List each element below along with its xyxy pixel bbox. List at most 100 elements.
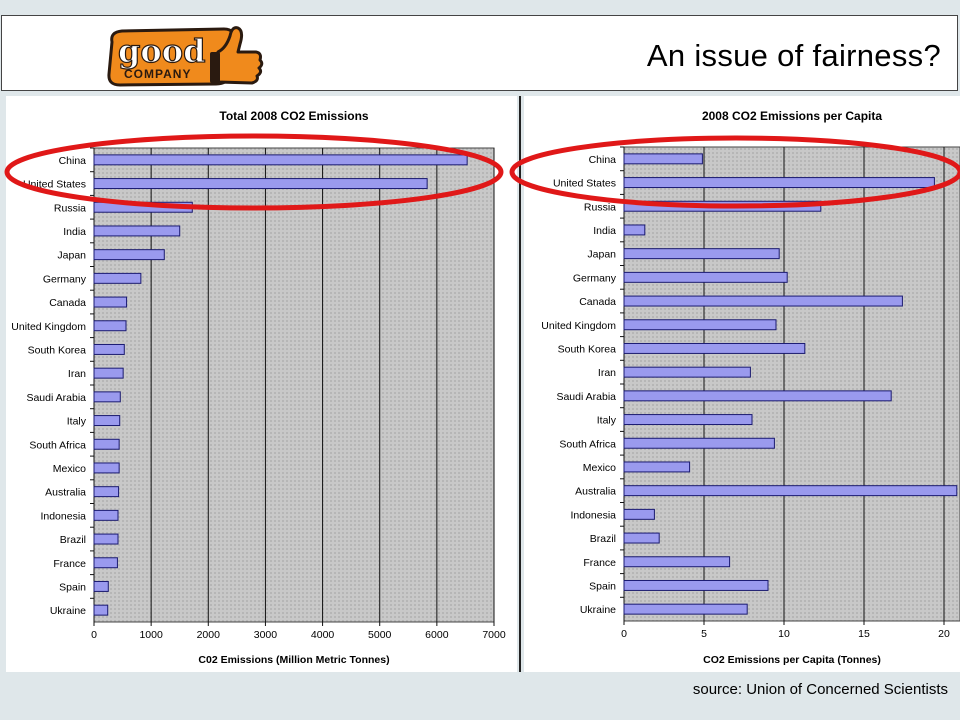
bar-japan bbox=[623, 248, 780, 260]
category-label: France bbox=[53, 558, 86, 570]
x-tick-label: 0 bbox=[91, 629, 97, 641]
bar-russia bbox=[93, 201, 193, 213]
category-label: United States bbox=[553, 178, 616, 190]
category-label: Australia bbox=[45, 487, 86, 499]
x-tick-label: 10 bbox=[778, 628, 790, 640]
category-label: Germany bbox=[573, 272, 617, 284]
bar-brazil bbox=[93, 533, 119, 545]
bar-canada bbox=[93, 296, 128, 308]
x-tick-label: 4000 bbox=[311, 629, 335, 641]
category-label: China bbox=[59, 155, 87, 167]
bar-united-states bbox=[93, 178, 428, 190]
bar-china bbox=[623, 153, 703, 165]
category-label: Brazil bbox=[60, 534, 86, 546]
bar-united-states bbox=[623, 177, 935, 189]
bar-united-kingdom bbox=[93, 320, 127, 332]
bar-germany bbox=[623, 271, 788, 283]
x-tick-label: 3000 bbox=[254, 629, 278, 641]
category-label: Indonesia bbox=[570, 509, 616, 521]
category-label: India bbox=[63, 226, 86, 238]
logo-word-top: good bbox=[118, 32, 205, 70]
chart-title: Total 2008 CO2 Emissions bbox=[219, 109, 368, 123]
bar-mexico bbox=[623, 461, 691, 473]
total-emissions-chart-panel: Total 2008 CO2 Emissions 0 1000 2000 3000 400… bbox=[6, 96, 517, 672]
category-label: Ukraine bbox=[580, 604, 616, 616]
logo-word-bottom: COMPANY bbox=[124, 67, 191, 81]
good-company-logo: good COMPANY bbox=[107, 26, 264, 87]
bar-indonesia bbox=[623, 508, 655, 520]
bar-iran bbox=[93, 367, 124, 379]
category-label: Ukraine bbox=[50, 605, 86, 617]
category-label: Italy bbox=[67, 416, 87, 428]
bar-japan bbox=[93, 249, 165, 261]
bar-south-korea bbox=[93, 343, 125, 355]
total-emissions-chart: Total 2008 CO2 Emissions 0 1000 2000 3000 400… bbox=[11, 109, 506, 666]
bar-south-africa bbox=[623, 437, 775, 449]
category-label: Mexico bbox=[53, 463, 86, 475]
category-label: United States bbox=[23, 179, 86, 191]
category-label: Spain bbox=[589, 580, 616, 592]
bar-indonesia bbox=[93, 509, 119, 521]
x-tick-label: 7000 bbox=[482, 629, 506, 641]
category-label: Canada bbox=[579, 296, 616, 308]
x-tick-label: 15 bbox=[858, 628, 870, 640]
bar-brazil bbox=[623, 532, 660, 544]
category-label: France bbox=[583, 557, 616, 569]
per-capita-emissions-chart: 2008 CO2 Emissions per Capita 0 5 10 15 20 Chi… bbox=[541, 109, 960, 666]
category-label: Italy bbox=[597, 415, 617, 427]
category-label: South Korea bbox=[558, 343, 617, 355]
category-label: South Korea bbox=[28, 344, 87, 356]
bar-russia bbox=[623, 200, 822, 212]
x-axis-label: CO2 Emissions per Capita (Tonnes) bbox=[703, 654, 881, 666]
bar-united-kingdom bbox=[623, 319, 777, 331]
plot-area bbox=[623, 146, 960, 622]
category-label: Spain bbox=[59, 581, 86, 593]
bar-canada bbox=[623, 295, 903, 307]
bar-spain bbox=[623, 579, 769, 591]
bar-italy bbox=[623, 414, 753, 426]
category-label: Germany bbox=[43, 273, 87, 285]
bar-australia bbox=[623, 485, 958, 497]
x-tick-label: 0 bbox=[621, 628, 627, 640]
category-label: Brazil bbox=[590, 533, 616, 545]
category-label: South Africa bbox=[559, 438, 616, 450]
bar-south-korea bbox=[623, 342, 806, 354]
category-label: Saudi Arabia bbox=[556, 391, 616, 403]
x-tick-label: 1000 bbox=[139, 629, 163, 641]
bar-australia bbox=[93, 486, 120, 498]
category-label: United Kingdom bbox=[11, 321, 86, 333]
category-label: Iran bbox=[68, 368, 86, 380]
slide-header: good COMPANY An issue of fairness? bbox=[1, 15, 958, 91]
category-label: Mexico bbox=[583, 462, 616, 474]
category-label: Indonesia bbox=[40, 510, 86, 522]
bar-mexico bbox=[93, 462, 120, 474]
category-label: Japan bbox=[57, 250, 86, 262]
bar-spain bbox=[93, 580, 109, 592]
category-label: South Africa bbox=[29, 439, 86, 451]
category-label: United Kingdom bbox=[541, 320, 616, 332]
thumbs-up-icon bbox=[210, 26, 264, 85]
bar-france bbox=[93, 557, 118, 569]
category-label: Australia bbox=[575, 486, 616, 498]
bar-ukraine bbox=[623, 603, 748, 615]
bar-saudi-arabia bbox=[623, 390, 892, 402]
category-label: Iran bbox=[598, 367, 616, 379]
category-label: Russia bbox=[584, 201, 616, 213]
chart-title: 2008 CO2 Emissions per Capita bbox=[702, 109, 882, 123]
bar-saudi-arabia bbox=[93, 391, 121, 403]
category-label: Saudi Arabia bbox=[26, 392, 86, 404]
bar-india bbox=[93, 225, 181, 237]
bar-italy bbox=[93, 415, 121, 427]
x-tick-label: 20 bbox=[938, 628, 950, 640]
category-label: Japan bbox=[587, 249, 616, 261]
bar-south-africa bbox=[93, 438, 120, 450]
bar-ukraine bbox=[93, 604, 109, 616]
per-capita-chart-panel: 2008 CO2 Emissions per Capita 0 5 10 15 20 Chi… bbox=[524, 96, 960, 672]
x-tick-label: 6000 bbox=[425, 629, 449, 641]
plot-area bbox=[93, 147, 495, 623]
slide-title: An issue of fairness? bbox=[646, 38, 941, 73]
bar-india bbox=[623, 224, 646, 236]
x-tick-label: 5 bbox=[701, 628, 707, 640]
x-tick-label: 5000 bbox=[368, 629, 392, 641]
x-axis-label: C02 Emissions (Million Metric Tonnes) bbox=[198, 654, 389, 666]
